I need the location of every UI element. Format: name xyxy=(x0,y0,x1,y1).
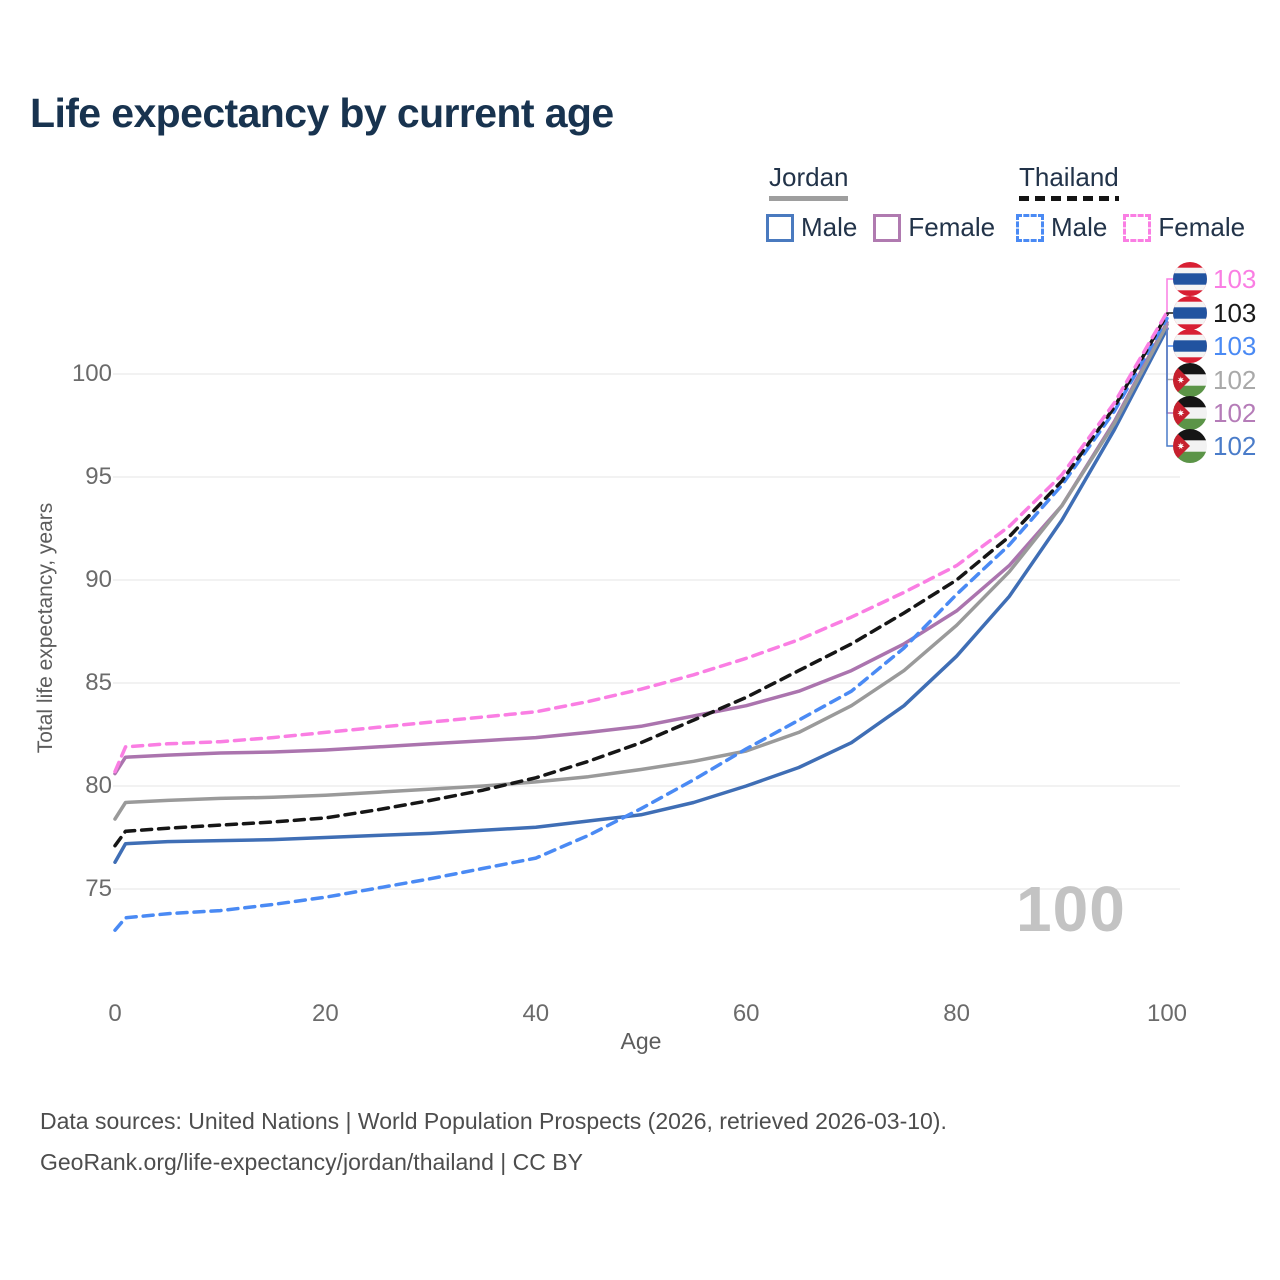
series-line-thailand-female xyxy=(113,310,1169,774)
thailand-flag-icon xyxy=(1173,296,1207,330)
jordan-flag-icon xyxy=(1173,429,1207,463)
leader-lines xyxy=(1166,278,1173,447)
legend-item-jordan-female[interactable]: Female xyxy=(873,212,995,243)
leader-line-thailand-female xyxy=(1166,278,1173,313)
y-tick-label-100: 100 xyxy=(71,360,112,387)
end-value-label-jordan-female: 102 xyxy=(1213,398,1257,428)
legend-label-jordan-female: Female xyxy=(908,212,996,242)
x-tick-label-40: 40 xyxy=(522,1000,550,1027)
legend-item-jordan-male[interactable]: Male xyxy=(766,212,857,243)
legend-label-thailand-female: Female xyxy=(1158,212,1246,242)
legend-underline-thailand xyxy=(1019,196,1119,201)
series-line-jordan-both-sexes xyxy=(113,322,1169,821)
x-tick-label-100: 100 xyxy=(1146,1000,1188,1027)
series-line-thailand-male xyxy=(113,316,1169,932)
y-tick-label-75: 75 xyxy=(85,875,112,902)
legend-row-thailand: Male Female xyxy=(1016,212,1245,243)
series-line-jordan-female xyxy=(113,320,1169,776)
thailand-flag-icon xyxy=(1173,262,1207,296)
x-axis-title: Age xyxy=(620,1028,662,1054)
end-value-label-jordan-male: 102 xyxy=(1213,431,1257,461)
legend-label-thailand-male: Male xyxy=(1051,212,1108,242)
legend-swatch-jordan-male[interactable] xyxy=(766,213,794,242)
legend-header-thailand: Thailand xyxy=(1019,162,1119,192)
leader-line-thailand-both-sexes xyxy=(1166,312,1173,315)
legend-underline-jordan xyxy=(769,196,848,201)
legend-row-jordan: Male Female xyxy=(766,212,995,243)
legend-header-jordan: Jordan xyxy=(769,162,849,192)
legend-group-thailand: Thailand Male Female xyxy=(1016,162,1245,243)
y-axis-title: Total life expectancy, years xyxy=(34,502,57,754)
end-value-label-thailand-female: 103 xyxy=(1213,264,1257,294)
legend-label-jordan-male: Male xyxy=(801,212,858,242)
legend-item-thailand-male[interactable]: Male xyxy=(1016,212,1107,243)
series-line-jordan-male xyxy=(113,326,1169,864)
thailand-flag-icon xyxy=(1173,329,1207,363)
jordan-flag-icon xyxy=(1173,362,1207,397)
x-tick-label-20: 20 xyxy=(312,1000,339,1027)
series-line-thailand-both-sexes xyxy=(113,312,1169,848)
x-tick-label-60: 60 xyxy=(732,1000,760,1027)
footer-attribution-link[interactable]: GeoRank.org/life-expectancy/jordan/thail… xyxy=(40,1149,583,1175)
footer-data-sources: Data sources: United Nations | World Pop… xyxy=(40,1108,947,1134)
x-tick-label-0: 0 xyxy=(108,1000,122,1027)
y-tick-label-90: 90 xyxy=(85,566,112,593)
y-tick-label-85: 85 xyxy=(85,669,112,696)
end-value-label-jordan-both-sexes: 102 xyxy=(1213,364,1257,395)
x-tick-label-80: 80 xyxy=(943,1000,970,1027)
legend-item-thailand-female[interactable]: Female xyxy=(1123,212,1245,243)
legend-swatch-jordan-female[interactable] xyxy=(873,213,902,242)
leader-line-jordan-male xyxy=(1166,328,1173,447)
age-counter-watermark: 100 xyxy=(1016,873,1126,945)
legend-group-jordan: Jordan Male Female xyxy=(766,162,995,243)
chart-title: Life expectancy by current age xyxy=(30,90,614,136)
legend-swatch-thailand-male[interactable] xyxy=(1016,213,1044,242)
legend-swatch-thailand-female[interactable] xyxy=(1123,213,1152,242)
y-tick-label-95: 95 xyxy=(85,463,112,490)
end-value-label-thailand-male: 103 xyxy=(1213,331,1257,361)
series-lines xyxy=(113,310,1169,932)
end-value-label-thailand-both-sexes: 103 xyxy=(1213,298,1257,328)
y-tick-label-80: 80 xyxy=(85,772,112,799)
jordan-flag-icon xyxy=(1173,396,1207,430)
